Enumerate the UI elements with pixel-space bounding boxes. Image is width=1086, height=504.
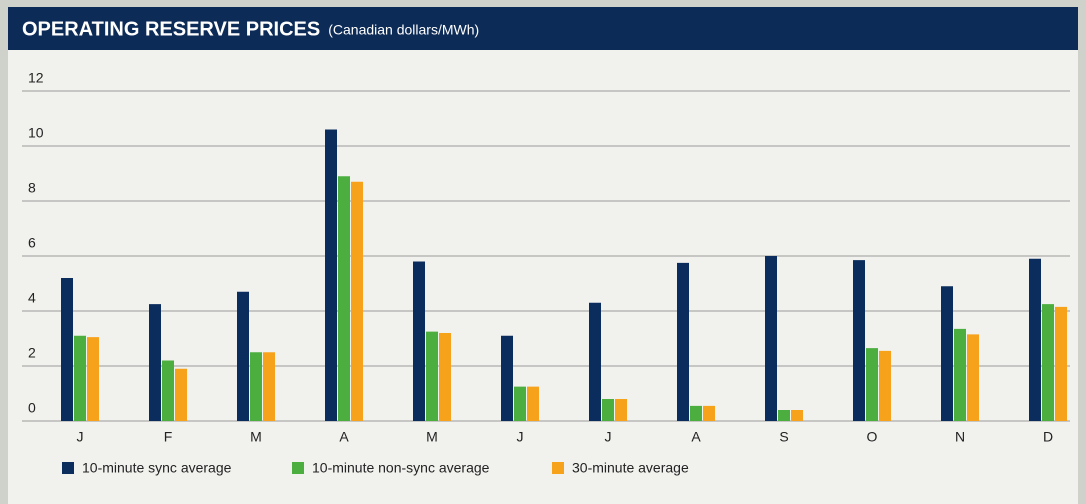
x-tick-label: J bbox=[605, 429, 612, 445]
bar bbox=[941, 286, 953, 421]
bar bbox=[514, 386, 526, 421]
bar bbox=[325, 129, 337, 421]
bar bbox=[1042, 304, 1054, 421]
bar bbox=[74, 335, 86, 421]
bar bbox=[351, 181, 363, 421]
legend-label: 10-minute non-sync average bbox=[312, 460, 490, 476]
bar bbox=[149, 304, 161, 421]
bar bbox=[879, 350, 891, 421]
legend-swatch bbox=[62, 462, 74, 474]
bar bbox=[527, 386, 539, 421]
bar bbox=[87, 337, 99, 421]
bar bbox=[1029, 258, 1041, 421]
bar bbox=[791, 410, 803, 421]
x-tick-label: O bbox=[867, 429, 878, 445]
bar bbox=[1055, 306, 1067, 421]
x-tick-label: J bbox=[77, 429, 84, 445]
bar bbox=[602, 399, 614, 421]
y-tick-label: 0 bbox=[28, 400, 36, 416]
bar bbox=[61, 278, 73, 421]
chart-subtitle: (Canadian dollars/MWh) bbox=[328, 22, 479, 38]
legend-swatch bbox=[552, 462, 564, 474]
bar bbox=[677, 262, 689, 421]
bar bbox=[853, 260, 865, 421]
y-tick-label: 6 bbox=[28, 235, 36, 251]
y-tick-label: 10 bbox=[28, 125, 44, 141]
bar bbox=[967, 334, 979, 421]
x-tick-label: A bbox=[339, 429, 349, 445]
bar bbox=[765, 256, 777, 421]
x-tick-label: A bbox=[691, 429, 701, 445]
x-tick-label: M bbox=[250, 429, 262, 445]
legend-swatch bbox=[292, 462, 304, 474]
y-tick-label: 12 bbox=[28, 70, 44, 86]
bar bbox=[250, 352, 262, 421]
chart-title: OPERATING RESERVE PRICES bbox=[22, 18, 320, 40]
legend-label: 10-minute sync average bbox=[82, 460, 232, 476]
x-tick-label: J bbox=[517, 429, 524, 445]
bar bbox=[690, 405, 702, 421]
bar bbox=[338, 176, 350, 421]
x-tick-label: M bbox=[426, 429, 438, 445]
x-tick-label: D bbox=[1043, 429, 1053, 445]
y-tick-label: 4 bbox=[28, 290, 36, 306]
y-tick-label: 8 bbox=[28, 180, 36, 196]
x-tick-label: N bbox=[955, 429, 965, 445]
bar bbox=[263, 352, 275, 421]
bar bbox=[778, 410, 790, 421]
bar bbox=[703, 405, 715, 421]
bar bbox=[866, 348, 878, 421]
bar bbox=[237, 291, 249, 421]
bar bbox=[426, 331, 438, 421]
bar bbox=[589, 302, 601, 421]
bar bbox=[413, 261, 425, 421]
bar bbox=[615, 399, 627, 421]
header bbox=[8, 7, 1078, 50]
bar bbox=[501, 335, 513, 421]
x-tick-label: S bbox=[779, 429, 788, 445]
bar bbox=[439, 333, 451, 421]
bar bbox=[954, 328, 966, 421]
bar bbox=[175, 368, 187, 421]
y-tick-label: 2 bbox=[28, 345, 36, 361]
x-tick-label: F bbox=[164, 429, 173, 445]
bar bbox=[162, 360, 174, 421]
legend-label: 30-minute average bbox=[572, 460, 689, 476]
